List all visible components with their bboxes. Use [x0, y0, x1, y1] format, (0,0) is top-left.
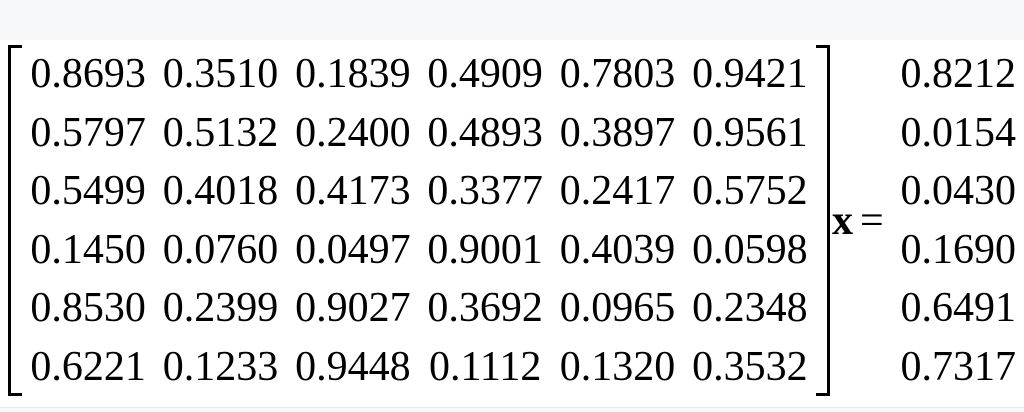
matrix-cell: 0.2417	[559, 168, 676, 215]
result-vector: 0.8212 0.0154 0.0430 0.1690 0.6491 0.731…	[896, 45, 1024, 396]
matrix-cell: 0.3377	[427, 168, 543, 215]
matrix-cell: 0.9421	[692, 51, 808, 98]
matrix-cell: 0.9561	[692, 109, 808, 156]
matrix-cell: 0.8530	[30, 285, 146, 332]
vector-x-label: x	[832, 197, 853, 244]
matrix-cell: 0.0965	[559, 285, 676, 332]
vector-value: 0.0430	[900, 168, 1017, 215]
x-equals-expression: x =	[830, 45, 896, 396]
matrix-cell: 0.7803	[559, 51, 676, 98]
matrix: 0.8693 0.3510 0.1839 0.4909 0.7803 0.942…	[22, 45, 816, 396]
matrix-cell: 0.2348	[692, 285, 808, 332]
equals-sign: =	[860, 197, 884, 244]
matrix-cell: 0.0760	[162, 226, 279, 273]
matrix-right-bracket	[816, 45, 830, 396]
matrix-cell: 0.4018	[162, 168, 279, 215]
matrix-cell: 0.3510	[162, 51, 279, 98]
matrix-equation: 0.8693 0.3510 0.1839 0.4909 0.7803 0.942…	[8, 45, 1024, 396]
matrix-cell: 0.2399	[162, 285, 279, 332]
bottom-band	[0, 407, 1024, 412]
equation-area: 0.8693 0.3510 0.1839 0.4909 0.7803 0.942…	[0, 45, 1024, 407]
matrix-cell: 0.3692	[427, 285, 543, 332]
matrix-cell: 0.9448	[295, 343, 411, 390]
vector-value: 0.0154	[900, 109, 1017, 156]
matrix-cell: 0.5499	[30, 168, 146, 215]
matrix-cell: 0.5132	[162, 109, 279, 156]
matrix-cell: 0.1112	[428, 343, 542, 390]
matrix-cell: 0.2400	[295, 109, 411, 156]
vector-value: 0.1690	[900, 226, 1017, 273]
matrix-cell: 0.4909	[427, 51, 543, 98]
top-band	[0, 0, 1024, 40]
matrix-cell: 0.3532	[692, 343, 808, 390]
matrix-cell: 0.4893	[427, 109, 543, 156]
matrix-cell: 0.5752	[692, 168, 808, 215]
matrix-cell: 0.1233	[162, 343, 279, 390]
matrix-cell: 0.9027	[295, 285, 411, 332]
matrix-cell: 0.4039	[559, 226, 676, 273]
vector-value: 0.8212	[900, 51, 1017, 98]
vector-value: 0.7317	[900, 343, 1017, 390]
vector-value: 0.6491	[900, 285, 1017, 332]
matrix-cell: 0.4173	[295, 168, 411, 215]
matrix-cell: 0.1839	[295, 51, 411, 98]
matrix-cell: 0.5797	[30, 109, 146, 156]
matrix-cell: 0.8693	[30, 51, 146, 98]
matrix-cell: 0.1450	[30, 226, 146, 273]
matrix-cell: 0.1320	[559, 343, 676, 390]
matrix-cell: 0.0598	[692, 226, 808, 273]
matrix-cell: 0.3897	[559, 109, 676, 156]
matrix-cell: 0.0497	[295, 226, 411, 273]
matrix-left-bracket	[8, 45, 22, 396]
matrix-cell: 0.9001	[427, 226, 543, 273]
matrix-cell: 0.6221	[30, 343, 146, 390]
